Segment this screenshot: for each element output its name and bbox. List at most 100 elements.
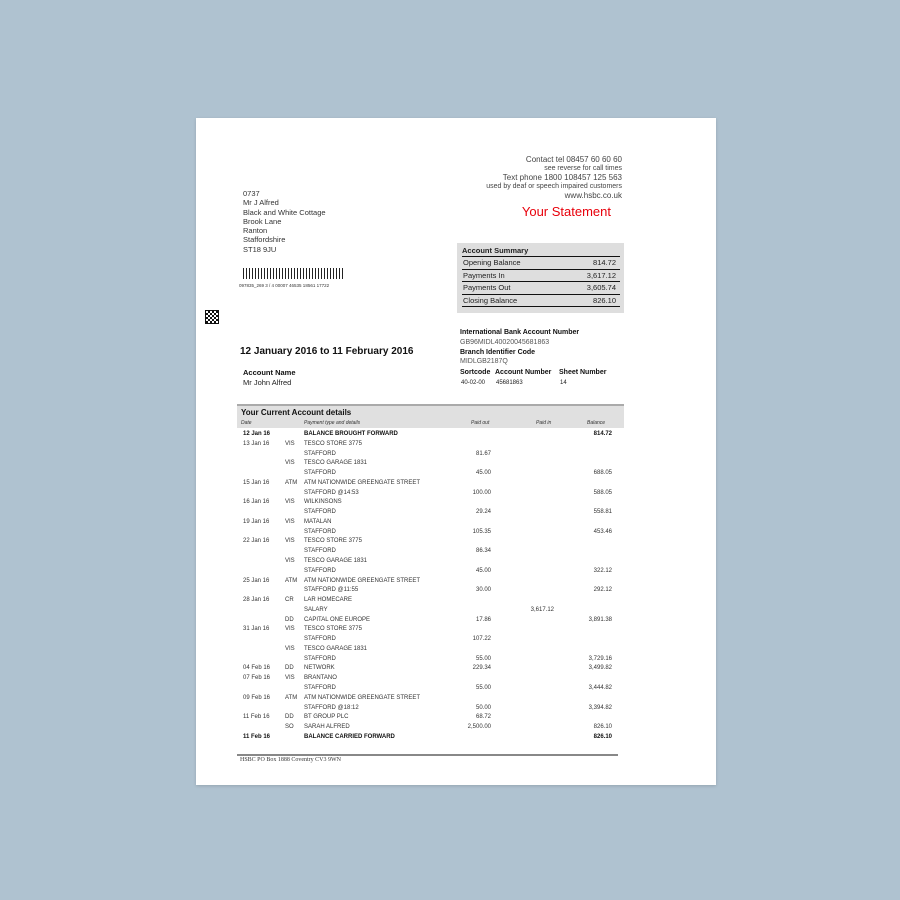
balance: 3,729.16	[588, 655, 612, 662]
website: www.hsbc.co.uk	[564, 191, 622, 200]
col-balance: Balance	[587, 420, 606, 426]
transaction-date: 31 Jan 16	[243, 626, 270, 633]
paid-out: 68.72	[475, 714, 491, 721]
transaction-type: VIS	[285, 440, 295, 447]
address-line: ST18 9JU	[243, 244, 277, 254]
sheet-number-label: Sheet Number	[559, 369, 607, 376]
paid-out: 55.00	[475, 655, 491, 662]
iban-label: International Bank Account Number	[460, 329, 580, 336]
transaction-details: STAFFORD	[304, 509, 336, 516]
transaction-date: 25 Jan 16	[243, 577, 270, 584]
paid-out: 50.00	[475, 704, 491, 711]
transaction-details: BT GROUP PLC	[304, 714, 349, 721]
paid-out: 29.24	[475, 509, 491, 516]
col-date: Date	[241, 420, 252, 426]
balance: 826.10	[593, 733, 612, 740]
summary-label: Payments Out	[463, 283, 511, 292]
paid-out: 45.00	[475, 567, 491, 574]
sortcode-label: Sortcode	[460, 369, 491, 376]
address-line: Staffordshire	[243, 235, 286, 245]
transaction-type: CR	[285, 597, 294, 604]
account-number-value: 45681863	[496, 380, 523, 386]
col-payment-details: Payment type and details	[304, 420, 361, 426]
balance: 588.05	[593, 489, 612, 496]
transaction-date: 15 Jan 16	[243, 479, 270, 486]
transaction-row: VIS TESCO GARAGE 1831	[196, 460, 716, 470]
balance: 688.05	[593, 470, 612, 477]
transaction-details: STAFFORD	[304, 470, 336, 477]
transaction-row: 15 Jan 16 ATM ATM NATIONWIDE GREENGATE STR…	[196, 480, 716, 490]
paid-out: 17.86	[475, 616, 491, 623]
transaction-details: STAFFORD	[304, 636, 336, 643]
transaction-row: STAFFORD 45.00 322.12	[196, 568, 716, 578]
transaction-row: 25 Jan 16 ATM ATM NATIONWIDE GREENGATE STR…	[196, 578, 716, 588]
sortcode-value: 40-02-00	[461, 380, 486, 386]
address-line: Brook Lane	[243, 216, 282, 226]
balance: 558.81	[593, 509, 612, 516]
balance: 453.46	[593, 528, 612, 535]
transaction-date: 11 Feb 16	[243, 733, 271, 740]
transaction-details: TESCO GARAGE 1831	[304, 645, 368, 652]
transaction-details: TESCO STORE 3775	[304, 626, 362, 633]
transaction-type: VIS	[285, 538, 295, 545]
transaction-type: VIS	[285, 460, 295, 467]
summary-row: Payments Out 3,605.74	[462, 282, 620, 295]
transaction-type: DD	[285, 665, 294, 672]
transaction-row: 09 Feb 16 ATM ATM NATIONWIDE GREENGATE STR…	[196, 695, 716, 705]
transaction-type: ATM	[285, 577, 298, 584]
summary-title: Account Summary	[462, 246, 620, 257]
transaction-row: 11 Feb 16 BALANCE CARRIED FORWARD 826.10	[196, 734, 716, 744]
transaction-details: TESCO GARAGE 1831	[304, 460, 368, 467]
account-name: Account Name Mr John Alfred	[243, 368, 296, 387]
transaction-date: 16 Jan 16	[243, 499, 270, 506]
bic-value: MIDLGB2187Q	[460, 358, 508, 366]
account-name-value: Mr John Alfred	[243, 377, 292, 387]
transaction-date: 07 Feb 16	[243, 675, 271, 682]
paid-out: 100.00	[472, 489, 491, 496]
paid-out: 105.35	[472, 528, 491, 535]
bank-statement-page: Contact tel 08457 60 60 60 see reverse f…	[196, 118, 716, 785]
transaction-row: VIS TESCO GARAGE 1831	[196, 646, 716, 656]
transaction-row: STAFFORD 107.22	[196, 636, 716, 646]
summary-row: Closing Balance 826.10	[462, 295, 620, 307]
transaction-details: ATM NATIONWIDE GREENGATE STREET	[304, 479, 421, 486]
sheet-number-value: 14	[560, 380, 567, 386]
address-line: 0737	[243, 189, 260, 198]
transaction-details: WILKINSONS	[304, 499, 342, 506]
balance: 826.10	[593, 724, 612, 731]
transaction-details: SARAH ALFRED	[304, 724, 350, 731]
iban-value: GB96MIDL40020045681863	[460, 338, 550, 346]
paid-out: 55.00	[475, 685, 491, 692]
transaction-details: BALANCE CARRIED FORWARD	[304, 733, 395, 740]
transaction-row: 22 Jan 16 VIS TESCO STORE 3775	[196, 538, 716, 548]
transaction-type: VIS	[285, 626, 295, 633]
transaction-row: STAFFORD 55.00 3,729.16	[196, 656, 716, 666]
balance: 814.72	[593, 431, 612, 437]
balance: 3,891.38	[588, 616, 612, 623]
summary-value: 3,617.12	[586, 270, 616, 280]
paid-out: 30.00	[475, 587, 491, 594]
transaction-details: STAFFORD @14:53	[304, 489, 359, 496]
summary-label: Closing Balance	[463, 295, 518, 305]
paid-out: 86.34	[475, 548, 491, 555]
summary-label: Opening Balance	[463, 258, 521, 267]
summary-value: 814.72	[593, 258, 616, 267]
transaction-details: TESCO GARAGE 1831	[304, 558, 368, 564]
transaction-row: 04 Feb 16 DD NETWORK 229.34 3,499.82	[196, 665, 716, 675]
transaction-type: DD	[285, 616, 294, 623]
transaction-type: ATM	[285, 479, 298, 486]
balance: 3,444.82	[588, 685, 612, 692]
paid-out: 2,500.00	[467, 724, 491, 731]
transaction-row: 28 Jan 16 CR LAR HOMECARE	[196, 597, 716, 607]
transaction-details: STAFFORD	[304, 655, 336, 662]
transaction-row: STAFFORD 45.00 688.05	[196, 470, 716, 480]
barcode-number: 097835_269 3 / 4 00007 46535 18561 17722	[239, 283, 330, 288]
address-line: Ranton	[243, 226, 268, 236]
transaction-row: 19 Jan 16 VIS MATALAN	[196, 519, 716, 529]
transaction-row: 13 Jan 16 VIS TESCO STORE 3775	[196, 441, 716, 451]
transaction-details: STAFFORD	[304, 685, 336, 692]
transaction-details: STAFFORD	[304, 528, 336, 535]
transaction-details: MATALAN	[304, 518, 332, 525]
transaction-row: 07 Feb 16 VIS BRANTANO	[196, 675, 716, 685]
transaction-type: VIS	[285, 499, 295, 506]
